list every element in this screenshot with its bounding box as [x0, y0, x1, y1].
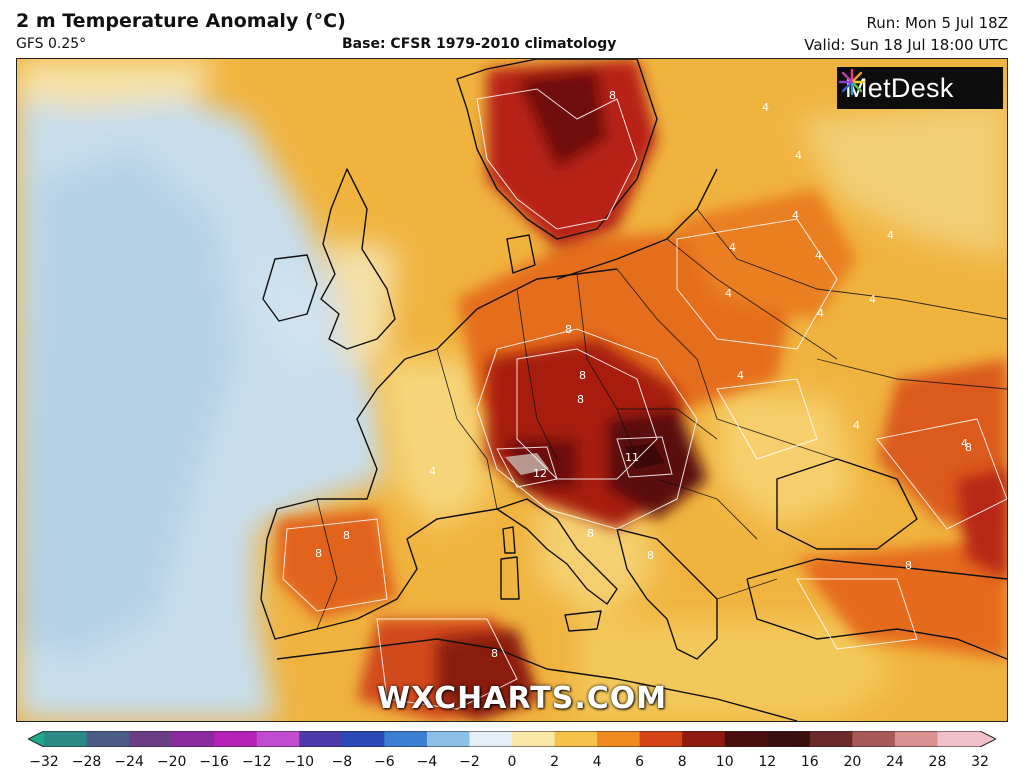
- contour-label: 4: [815, 249, 822, 262]
- contour-label: 8: [491, 647, 498, 660]
- color-scale-segment: [384, 731, 428, 747]
- color-scale-tick-label: −24: [114, 754, 144, 770]
- color-scale-tick-label: 4: [592, 754, 602, 770]
- color-scale-segment: [554, 731, 598, 747]
- contour-label: 4: [729, 241, 736, 254]
- color-scale-segment: [214, 731, 258, 747]
- color-scale-segment: [937, 731, 981, 747]
- anomaly-peak-cores: [505, 443, 665, 475]
- color-scale-segment: [44, 731, 88, 747]
- color-scale-segment: [852, 731, 896, 747]
- color-scale-segment: [809, 731, 853, 747]
- color-scale-tick-label: −32: [29, 754, 59, 770]
- contour-label: 4: [961, 437, 968, 450]
- color-scale-segment: [171, 731, 215, 747]
- contour-label: 8: [343, 529, 350, 542]
- color-scale-segment: [256, 731, 300, 747]
- color-scale-segment: [341, 731, 385, 747]
- color-scale-segment: [639, 731, 683, 747]
- contour-label: 4: [725, 287, 732, 300]
- color-scale-segment: [724, 731, 768, 747]
- color-scale-tick-label: 32: [971, 754, 989, 770]
- temperature-anomaly-map: 4 4 4 4 4 4 4 4 4 4 4 4 4 8 8 8 8 8 8 8 …: [16, 58, 1008, 722]
- color-scale-tick-label: −2: [459, 754, 480, 770]
- color-scale-segment: [512, 731, 556, 747]
- color-scale-tick-label: −10: [284, 754, 315, 770]
- contour-label: 8: [965, 441, 972, 454]
- color-scale-tick-label: −6: [374, 754, 395, 770]
- contour-label: 4: [887, 229, 894, 242]
- country-borders: [316, 208, 1007, 630]
- color-scale-segment: [894, 731, 938, 747]
- cool-atlantic-region: [17, 59, 397, 721]
- color-scale-tick-label: 12: [758, 754, 777, 770]
- contour-label: 8: [905, 559, 912, 572]
- contour-label: 8: [647, 549, 654, 562]
- wxcharts-watermark: WXCHARTS.COM: [377, 681, 668, 716]
- contour-label: 8: [577, 393, 584, 406]
- color-scale-tick-label: −16: [199, 754, 229, 770]
- color-scale-segment: [426, 731, 470, 747]
- color-scale-tick-label: 10: [715, 754, 734, 770]
- metdesk-logo: MetDesk: [837, 67, 1003, 109]
- contour-label: 4: [737, 369, 744, 382]
- color-scale-tick-label: 28: [928, 754, 947, 770]
- contour-label: 4: [792, 209, 799, 222]
- contour-label: 4: [853, 419, 860, 432]
- contour-label: 8: [565, 323, 572, 336]
- contour-label: 4: [817, 307, 824, 320]
- contour-label: 4: [762, 101, 769, 114]
- metdesk-burst-icon: [838, 68, 866, 96]
- color-scale-segment: [299, 731, 343, 747]
- color-scale-tick-label: −12: [241, 754, 272, 770]
- color-scale-tick-label: −4: [416, 754, 438, 770]
- contour-lines: [282, 88, 1007, 710]
- color-scale-segment: [597, 731, 641, 747]
- contour-value-labels: 4 4 4 4 4 4 4 4 4 4 4 4 4 8 8 8 8 8 8 8 …: [315, 89, 972, 660]
- run-time-label: Run: Mon 5 Jul 18Z: [866, 14, 1008, 32]
- color-scale-segment: [682, 731, 726, 747]
- contour-label: 4: [429, 465, 436, 478]
- model-label: GFS 0.25°: [16, 36, 87, 52]
- color-scale-max-arrow: [980, 731, 996, 747]
- color-scale-segment: [86, 731, 130, 747]
- mild-anomaly-zones: [377, 99, 1007, 721]
- color-scale-bar: [28, 731, 996, 747]
- color-scale-segment: [469, 731, 513, 747]
- hot-anomaly-regions: [437, 59, 1007, 721]
- color-scale-tick-label: 20: [843, 754, 862, 770]
- color-scale-segment: [767, 731, 811, 747]
- contour-label: 8: [587, 527, 594, 540]
- color-scale-min-arrow: [28, 731, 44, 747]
- color-scale-segment: [129, 731, 173, 747]
- color-scale-tick-label: 6: [635, 754, 645, 770]
- valid-time-label: Valid: Sun 18 Jul 18:00 UTC: [804, 36, 1008, 54]
- contour-label: 4: [869, 293, 876, 306]
- contour-label: 4: [795, 149, 802, 162]
- color-scale-tick-label: −8: [331, 754, 353, 770]
- contour-label: 11: [625, 451, 639, 464]
- map-canvas: 4 4 4 4 4 4 4 4 4 4 4 4 4 8 8 8 8 8 8 8 …: [17, 59, 1007, 721]
- climatology-base-label: Base: CFSR 1979-2010 climatology: [342, 36, 617, 52]
- color-scale-tick-label: 8: [677, 754, 687, 770]
- color-scale-tick-label: 16: [800, 754, 819, 770]
- color-scale-tick-label: 0: [507, 754, 517, 770]
- contour-label: 8: [609, 89, 616, 102]
- contour-label: 12: [533, 467, 547, 480]
- metdesk-logo-text: MetDesk: [845, 72, 954, 103]
- color-scale-tick-label: 2: [550, 754, 559, 770]
- color-scale-tick-label: 24: [885, 754, 904, 770]
- map-title: 2 m Temperature Anomaly (°C): [16, 10, 346, 32]
- color-scale-tick-label: −28: [71, 754, 102, 770]
- contour-label: 8: [579, 369, 586, 382]
- contour-label: 8: [315, 547, 322, 560]
- color-scale-tick-label: −20: [156, 754, 187, 770]
